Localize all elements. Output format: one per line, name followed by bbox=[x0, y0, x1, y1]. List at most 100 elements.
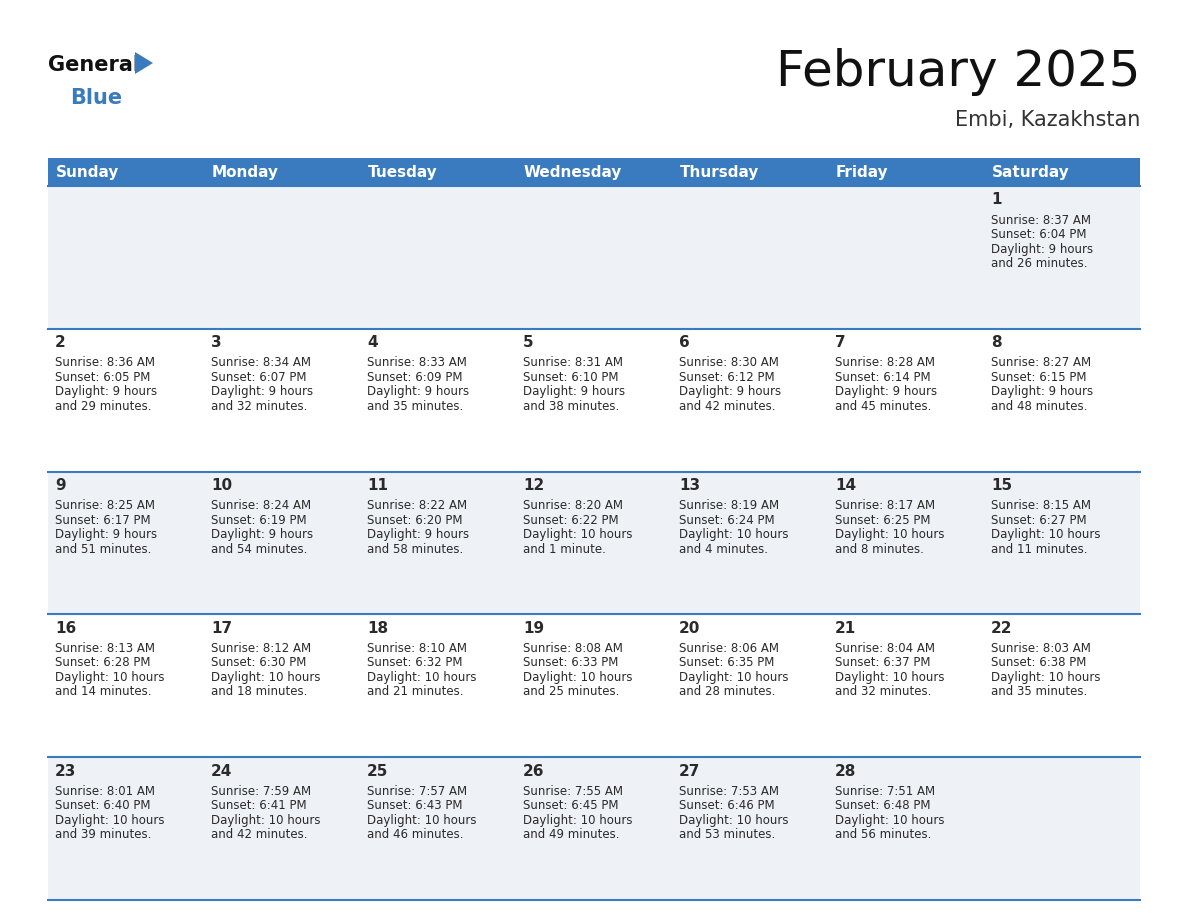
Text: and 38 minutes.: and 38 minutes. bbox=[523, 400, 619, 413]
Text: Daylight: 10 hours: Daylight: 10 hours bbox=[367, 671, 476, 684]
Text: and 26 minutes.: and 26 minutes. bbox=[991, 257, 1087, 270]
Text: 5: 5 bbox=[523, 335, 533, 351]
Text: Sunset: 6:12 PM: Sunset: 6:12 PM bbox=[680, 371, 775, 384]
Text: 7: 7 bbox=[835, 335, 846, 351]
Text: Sunrise: 8:08 AM: Sunrise: 8:08 AM bbox=[523, 642, 623, 655]
Text: and 46 minutes.: and 46 minutes. bbox=[367, 828, 463, 841]
Text: Wednesday: Wednesday bbox=[524, 164, 623, 180]
Text: Daylight: 10 hours: Daylight: 10 hours bbox=[835, 813, 944, 827]
Text: Sunset: 6:19 PM: Sunset: 6:19 PM bbox=[211, 513, 307, 527]
Text: Embi, Kazakhstan: Embi, Kazakhstan bbox=[955, 110, 1140, 130]
Text: Daylight: 10 hours: Daylight: 10 hours bbox=[680, 528, 789, 541]
Text: Sunset: 6:38 PM: Sunset: 6:38 PM bbox=[991, 656, 1086, 669]
Text: 10: 10 bbox=[211, 478, 232, 493]
Text: Sunset: 6:41 PM: Sunset: 6:41 PM bbox=[211, 800, 307, 812]
Text: Sunset: 6:30 PM: Sunset: 6:30 PM bbox=[211, 656, 307, 669]
Text: 27: 27 bbox=[680, 764, 701, 778]
Text: 18: 18 bbox=[367, 621, 388, 636]
Text: Monday: Monday bbox=[211, 164, 279, 180]
Text: Daylight: 10 hours: Daylight: 10 hours bbox=[680, 671, 789, 684]
Text: Sunrise: 8:03 AM: Sunrise: 8:03 AM bbox=[991, 642, 1091, 655]
Text: and 42 minutes.: and 42 minutes. bbox=[211, 828, 308, 841]
Text: Sunrise: 8:01 AM: Sunrise: 8:01 AM bbox=[55, 785, 154, 798]
Text: Daylight: 10 hours: Daylight: 10 hours bbox=[211, 671, 321, 684]
Text: and 42 minutes.: and 42 minutes. bbox=[680, 400, 776, 413]
Text: 15: 15 bbox=[991, 478, 1012, 493]
Text: 20: 20 bbox=[680, 621, 701, 636]
Text: Daylight: 10 hours: Daylight: 10 hours bbox=[55, 813, 164, 827]
Text: Sunset: 6:14 PM: Sunset: 6:14 PM bbox=[835, 371, 930, 384]
Text: Sunrise: 7:59 AM: Sunrise: 7:59 AM bbox=[211, 785, 311, 798]
Text: Sunset: 6:32 PM: Sunset: 6:32 PM bbox=[367, 656, 462, 669]
Text: Sunrise: 8:34 AM: Sunrise: 8:34 AM bbox=[211, 356, 311, 369]
Bar bbox=[48, 472, 1140, 614]
Text: and 18 minutes.: and 18 minutes. bbox=[211, 686, 308, 699]
Text: Sunrise: 8:36 AM: Sunrise: 8:36 AM bbox=[55, 356, 154, 369]
Text: Sunrise: 8:31 AM: Sunrise: 8:31 AM bbox=[523, 356, 623, 369]
Text: Sunset: 6:27 PM: Sunset: 6:27 PM bbox=[991, 513, 1087, 527]
Text: Sunset: 6:48 PM: Sunset: 6:48 PM bbox=[835, 800, 930, 812]
Text: Sunset: 6:09 PM: Sunset: 6:09 PM bbox=[367, 371, 462, 384]
Bar bbox=[48, 186, 1140, 329]
Text: and 39 minutes.: and 39 minutes. bbox=[55, 828, 151, 841]
Text: and 25 minutes.: and 25 minutes. bbox=[523, 686, 619, 699]
Polygon shape bbox=[135, 52, 153, 74]
Text: Sunrise: 7:55 AM: Sunrise: 7:55 AM bbox=[523, 785, 623, 798]
Text: Thursday: Thursday bbox=[680, 164, 759, 180]
Text: 12: 12 bbox=[523, 478, 544, 493]
Text: 4: 4 bbox=[367, 335, 378, 351]
Text: Daylight: 9 hours: Daylight: 9 hours bbox=[211, 528, 314, 541]
Text: and 48 minutes.: and 48 minutes. bbox=[991, 400, 1087, 413]
Text: Daylight: 10 hours: Daylight: 10 hours bbox=[835, 528, 944, 541]
Text: 28: 28 bbox=[835, 764, 857, 778]
Text: Daylight: 9 hours: Daylight: 9 hours bbox=[835, 386, 937, 398]
Text: and 14 minutes.: and 14 minutes. bbox=[55, 686, 152, 699]
Text: Sunrise: 8:17 AM: Sunrise: 8:17 AM bbox=[835, 499, 935, 512]
Text: and 21 minutes.: and 21 minutes. bbox=[367, 686, 463, 699]
Text: Daylight: 9 hours: Daylight: 9 hours bbox=[991, 242, 1093, 255]
Text: Daylight: 10 hours: Daylight: 10 hours bbox=[680, 813, 789, 827]
Text: Daylight: 10 hours: Daylight: 10 hours bbox=[523, 813, 632, 827]
Text: 16: 16 bbox=[55, 621, 76, 636]
Text: Sunset: 6:10 PM: Sunset: 6:10 PM bbox=[523, 371, 619, 384]
Text: Daylight: 9 hours: Daylight: 9 hours bbox=[367, 528, 469, 541]
Text: Sunset: 6:43 PM: Sunset: 6:43 PM bbox=[367, 800, 462, 812]
Text: Sunrise: 7:51 AM: Sunrise: 7:51 AM bbox=[835, 785, 935, 798]
Text: Sunrise: 8:30 AM: Sunrise: 8:30 AM bbox=[680, 356, 779, 369]
Text: Sunrise: 8:28 AM: Sunrise: 8:28 AM bbox=[835, 356, 935, 369]
Text: and 54 minutes.: and 54 minutes. bbox=[211, 543, 308, 555]
Bar bbox=[828, 158, 984, 186]
Text: Daylight: 10 hours: Daylight: 10 hours bbox=[835, 671, 944, 684]
Text: Sunrise: 8:15 AM: Sunrise: 8:15 AM bbox=[991, 499, 1091, 512]
Text: 2: 2 bbox=[55, 335, 65, 351]
Text: Sunset: 6:46 PM: Sunset: 6:46 PM bbox=[680, 800, 775, 812]
Text: Sunset: 6:35 PM: Sunset: 6:35 PM bbox=[680, 656, 775, 669]
Bar bbox=[984, 158, 1140, 186]
Text: General: General bbox=[48, 55, 140, 75]
Text: and 11 minutes.: and 11 minutes. bbox=[991, 543, 1087, 555]
Text: Sunrise: 7:57 AM: Sunrise: 7:57 AM bbox=[367, 785, 467, 798]
Text: Sunrise: 8:12 AM: Sunrise: 8:12 AM bbox=[211, 642, 311, 655]
Text: Sunrise: 7:53 AM: Sunrise: 7:53 AM bbox=[680, 785, 779, 798]
Text: and 53 minutes.: and 53 minutes. bbox=[680, 828, 776, 841]
Text: 13: 13 bbox=[680, 478, 700, 493]
Text: 17: 17 bbox=[211, 621, 232, 636]
Text: and 58 minutes.: and 58 minutes. bbox=[367, 543, 463, 555]
Text: Sunset: 6:37 PM: Sunset: 6:37 PM bbox=[835, 656, 930, 669]
Bar bbox=[672, 158, 828, 186]
Text: and 56 minutes.: and 56 minutes. bbox=[835, 828, 931, 841]
Bar bbox=[48, 158, 204, 186]
Text: Sunrise: 8:04 AM: Sunrise: 8:04 AM bbox=[835, 642, 935, 655]
Text: and 1 minute.: and 1 minute. bbox=[523, 543, 606, 555]
Text: 25: 25 bbox=[367, 764, 388, 778]
Text: Daylight: 10 hours: Daylight: 10 hours bbox=[367, 813, 476, 827]
Text: and 32 minutes.: and 32 minutes. bbox=[835, 686, 931, 699]
Text: Saturday: Saturday bbox=[992, 164, 1069, 180]
Text: and 8 minutes.: and 8 minutes. bbox=[835, 543, 924, 555]
Text: Daylight: 10 hours: Daylight: 10 hours bbox=[55, 671, 164, 684]
Text: Daylight: 9 hours: Daylight: 9 hours bbox=[680, 386, 782, 398]
Text: 24: 24 bbox=[211, 764, 233, 778]
Text: Daylight: 9 hours: Daylight: 9 hours bbox=[55, 528, 157, 541]
Text: Sunset: 6:20 PM: Sunset: 6:20 PM bbox=[367, 513, 462, 527]
Text: Sunrise: 8:27 AM: Sunrise: 8:27 AM bbox=[991, 356, 1091, 369]
